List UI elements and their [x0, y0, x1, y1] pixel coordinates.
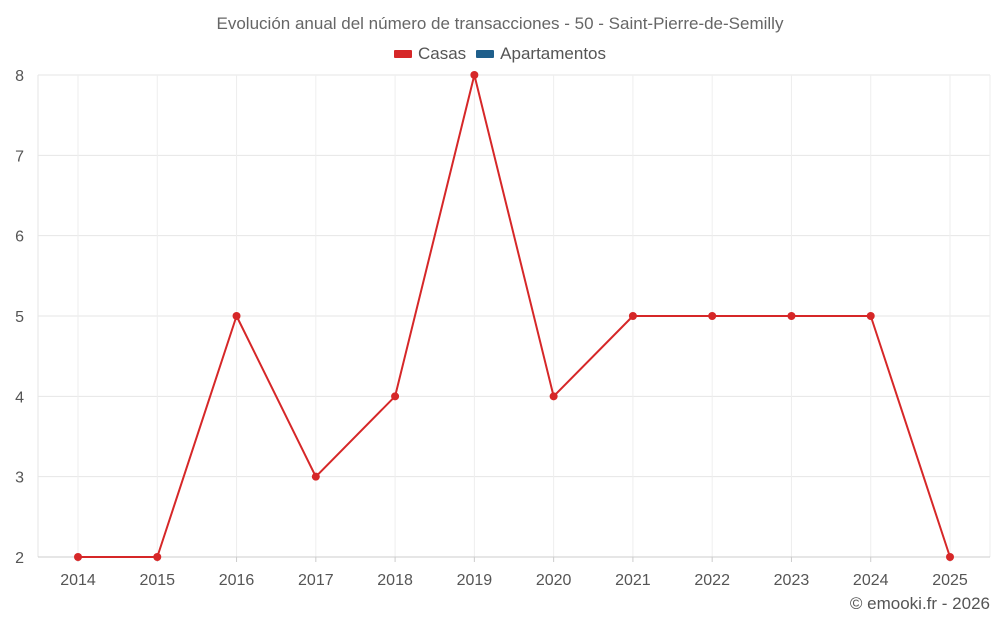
credit-text: © emooki.fr - 2026	[849, 594, 990, 613]
x-tick-label: 2016	[219, 572, 255, 589]
data-point-casas	[549, 392, 558, 401]
y-tick-label: 8	[15, 68, 24, 85]
y-tick-label: 7	[15, 148, 24, 165]
data-point-casas	[866, 312, 875, 320]
data-point-casas	[232, 312, 241, 320]
legend-swatch-casas	[393, 50, 412, 58]
data-point-casas	[946, 553, 954, 561]
data-point-casas	[628, 312, 637, 320]
y-tick-label: 5	[15, 309, 24, 326]
y-tick-label: 3	[15, 470, 24, 487]
series-line-casas	[78, 74, 951, 558]
legend: Casas Apartamentos	[0, 44, 1000, 64]
legend-swatch-apartamentos	[476, 50, 495, 58]
data-point-casas	[787, 312, 796, 320]
data-point-casas	[153, 553, 162, 561]
x-tick-label: 2018	[377, 572, 413, 589]
legend-label-casas: Casas	[417, 44, 467, 63]
y-tick-label: 4	[15, 389, 24, 406]
x-tick-label: 2015	[139, 572, 175, 589]
data-point-casas	[391, 392, 400, 401]
x-tick-label: 2024	[853, 572, 889, 589]
x-tick-label: 2021	[615, 572, 651, 589]
x-tick-label: 2023	[774, 572, 810, 589]
data-point-casas	[708, 312, 717, 320]
legend-item-casas[interactable]: Casas	[393, 44, 467, 64]
y-tick-label: 2	[15, 550, 24, 567]
y-tick-label: 6	[15, 229, 24, 246]
x-tick-label: 2017	[298, 572, 334, 589]
data-point-casas	[311, 472, 320, 481]
x-tick-label: 2025	[932, 572, 968, 589]
legend-label-apartamentos: Apartamentos	[500, 44, 607, 63]
x-tick-label: 2022	[694, 572, 730, 589]
chart-title: Evolución anual del número de transaccio…	[216, 14, 784, 33]
x-tick-label: 2019	[457, 572, 493, 589]
x-tick-label: 2014	[60, 572, 96, 589]
data-point-casas	[74, 553, 82, 561]
x-tick-label: 2020	[536, 572, 572, 589]
legend-item-apartamentos[interactable]: Apartamentos	[476, 44, 606, 64]
data-point-casas	[470, 71, 479, 79]
